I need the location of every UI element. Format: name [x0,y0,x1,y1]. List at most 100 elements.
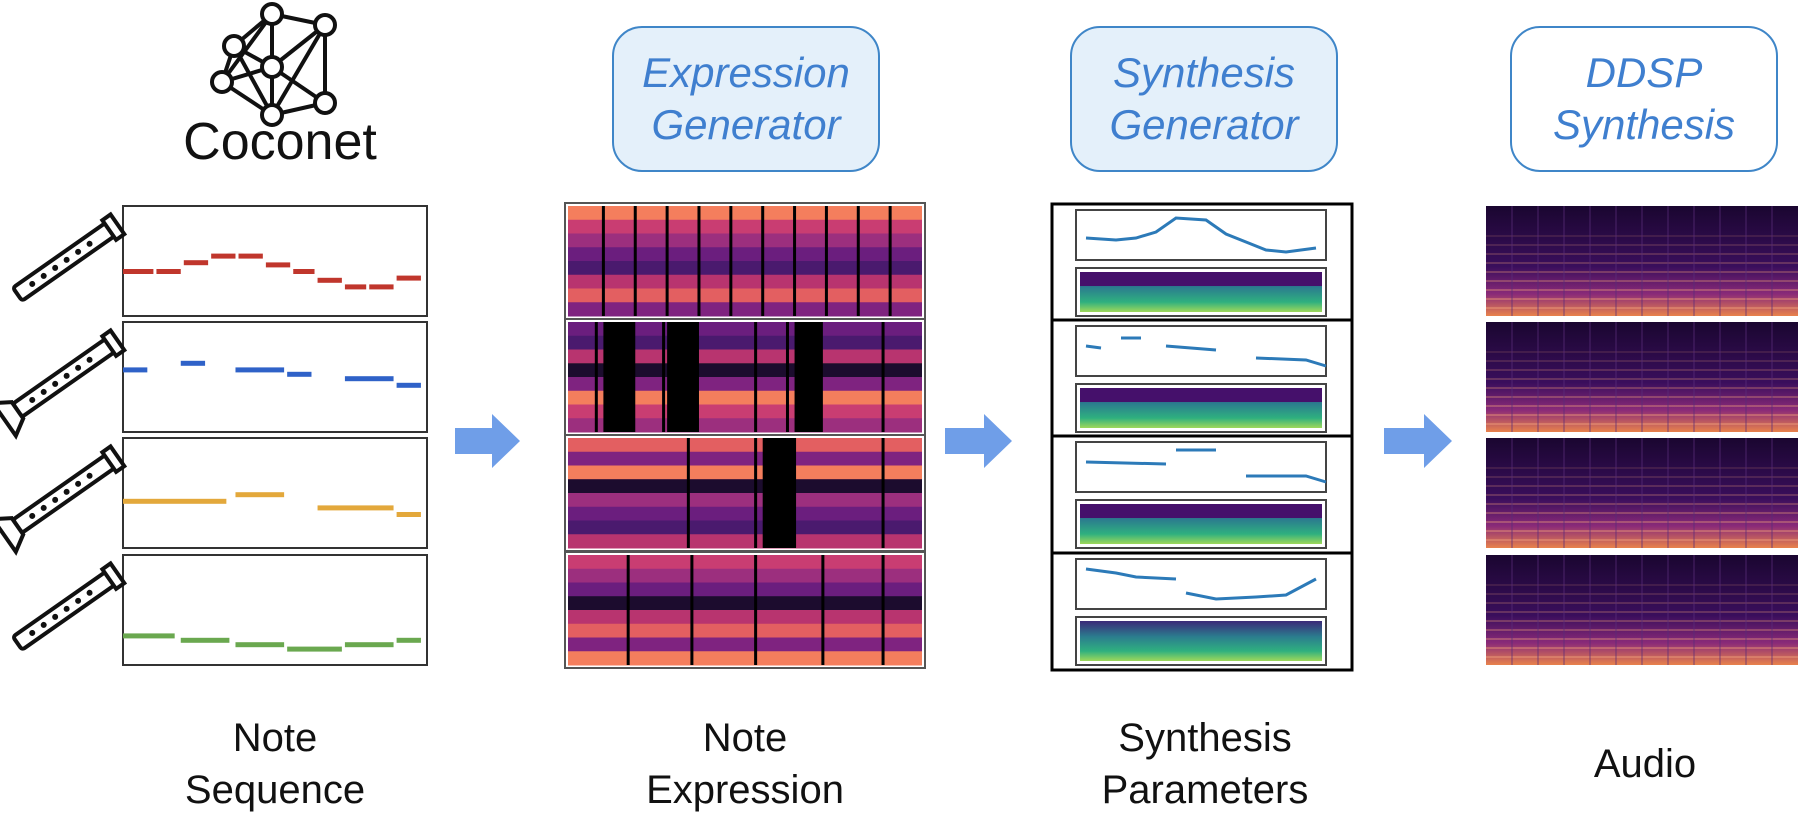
pitch-curve-frame [1075,325,1327,377]
note-bar [235,492,285,498]
instrument-key [75,597,82,604]
note-bar [123,498,227,504]
instrument-key [40,272,47,279]
note-sequence-panels [122,205,428,666]
ddsp-synthesis-line2: Synthesis [1552,101,1736,148]
expression-rest [603,322,636,432]
instrument-key [40,388,47,395]
ddsp-synthesis-line1: DDSP [1585,49,1703,96]
note-bar [369,284,394,290]
note-bar [293,269,315,274]
note-expression-label-line2: Expression [646,768,844,812]
instrument-key [75,480,82,487]
instrument-key [52,264,59,271]
expression-row [568,610,922,625]
expression-dark-row [568,596,922,610]
note-expression-panels [564,202,926,669]
expression-row [568,261,922,276]
instrument-mouthpiece [99,211,128,243]
pitch-curve [1085,336,1327,368]
audio-spectrogram-panels [1486,206,1798,665]
note-bar [344,376,394,382]
expression-row [568,377,922,392]
note-bar [265,262,291,268]
note-sequence-label: Note Sequence [140,712,410,816]
note-bar [344,284,367,290]
expression-row [568,247,922,262]
expression-row [568,520,922,535]
expression-generator-line2: Generator [651,101,841,148]
instrument-key [29,512,36,519]
instrument-key [40,621,47,628]
clarinet-icon [0,443,128,556]
pitch-curve [1085,567,1317,601]
oboe-icon [0,327,128,440]
ddsp-synthesis-box: DDSP Synthesis [1510,26,1778,172]
note-expression-label: Note Expression [610,712,880,816]
note-bar [317,277,342,283]
note-bar [396,382,421,388]
expression-row [568,465,922,480]
instrument-bell [0,400,26,440]
expression-row [568,404,922,419]
instrument-key [63,488,70,495]
instrument-key [86,589,93,596]
synthesis-parameters-label: Synthesis Parameters [1060,712,1350,816]
harmonic-mask [1080,272,1322,286]
note-bar [344,642,394,648]
instrument-key [75,248,82,255]
expression-row [568,322,922,337]
expression-row [568,219,922,234]
expression-row [568,623,922,638]
pipeline-arrow [945,414,1012,468]
note-bar [287,646,342,652]
expression-row [568,582,922,597]
instrument-key [63,605,70,612]
expression-dark-row [568,479,922,493]
harmonic-distribution [1080,621,1322,661]
expression-row [568,534,922,549]
instrument-mouthpiece [99,327,128,359]
pitch-curve-frame [1075,558,1327,610]
pitch-curve [1085,448,1327,484]
coconet-label: Coconet [183,113,377,171]
instrument-key [86,240,93,247]
expression-row [568,274,922,289]
note-bar [238,253,263,259]
note-sequence-label-line1: Note [232,716,318,760]
note-bar [183,260,209,266]
expression-row [568,506,922,521]
note-bar [180,360,206,366]
expression-row [568,418,922,433]
flute-icon [12,211,128,302]
note-bar [235,642,285,648]
expression-row [568,493,922,508]
harmonic-mask [1080,504,1322,518]
instrument-bell [0,516,26,556]
instrument-key [52,380,59,387]
expression-row [568,637,922,652]
note-bar [287,371,312,377]
instrument-key [29,629,36,636]
expression-rest [794,322,823,432]
note-bar [235,367,285,373]
expression-row [568,438,922,453]
harmonic-mask [1080,388,1322,402]
note-expression-label-line1: Note [702,716,788,760]
instrument-icons [0,211,128,651]
expression-rest [762,438,795,548]
expression-dark-row [568,363,922,377]
note-sequence-panel [122,554,428,666]
note-bar [123,633,175,639]
pipeline-arrows [455,414,1452,468]
note-sequence-panel [122,205,428,317]
synthesis-parameters-label-line1: Synthesis [1118,716,1292,760]
pitch-curve [1085,216,1317,254]
expression-row [568,651,922,666]
synthesis-generator-line1: Synthesis [1112,49,1296,96]
expression-row [568,335,922,350]
synthesis-parameters-label-line2: Parameters [1101,768,1309,812]
instrument-key [86,356,93,363]
note-bar [156,269,181,274]
